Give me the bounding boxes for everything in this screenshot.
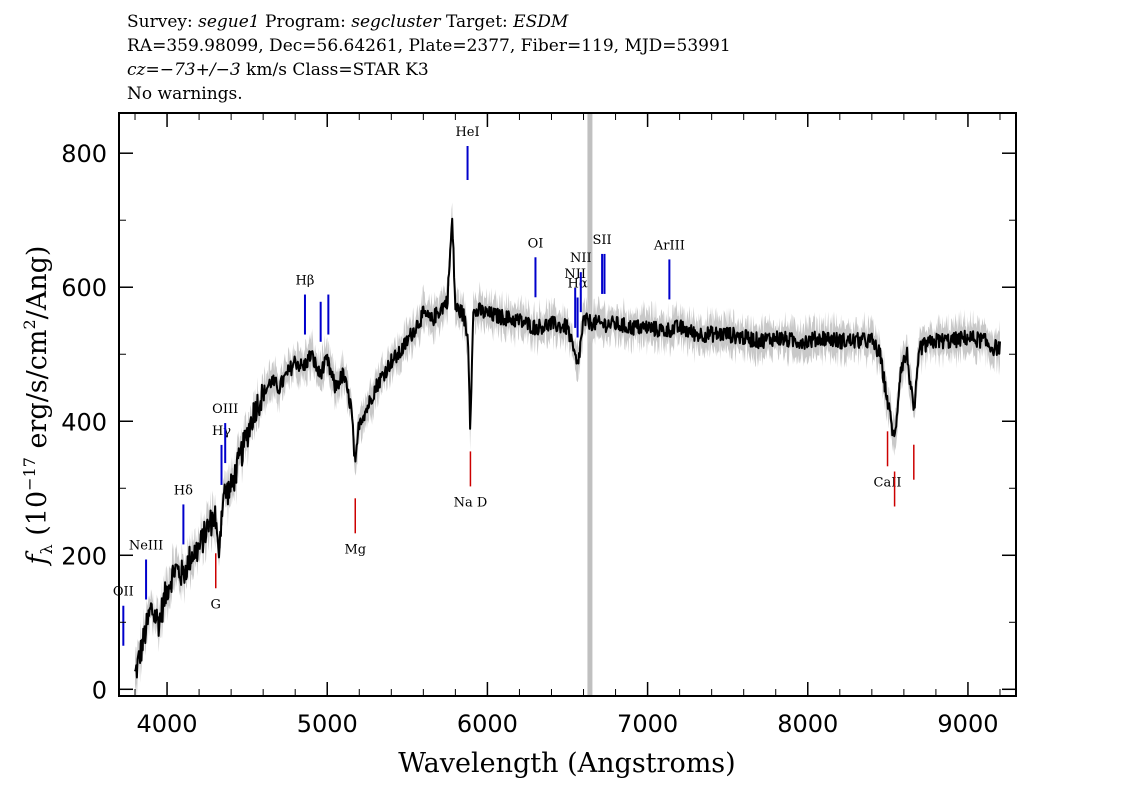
y-tick-label: 600	[61, 274, 107, 302]
spectral-line-label-oii: OII	[113, 585, 134, 600]
header-line-1: Survey: segue1 Program: segcluster Targe…	[127, 10, 731, 34]
spectral-line-label-g: G	[211, 597, 221, 612]
target-label: Target:	[445, 12, 508, 32]
spectral-line-label-nad: Na D	[454, 495, 488, 510]
x-tick-label: 4000	[137, 710, 198, 738]
program-label: Program:	[265, 12, 346, 32]
spectral-line-label-caii: CaII	[874, 475, 902, 490]
y-tick-label: 0	[92, 676, 107, 704]
spectral-line-label-sii: SII	[593, 233, 612, 248]
target-value: ESDM	[513, 12, 569, 32]
spectrum-header: Survey: segue1 Program: segcluster Targe…	[127, 10, 731, 106]
program-value: segcluster	[351, 12, 441, 32]
y-tick-label: 200	[61, 542, 107, 570]
survey-label: Survey:	[127, 12, 193, 32]
spectral-line-label-nii: NII	[570, 251, 592, 266]
plot-frame	[118, 112, 1017, 697]
spectral-line-label-neiii: NeIII	[129, 539, 163, 554]
y-axis-label: fλ (10−17 erg/s/cm2/Ang)	[20, 246, 56, 567]
x-tick-label: 5000	[297, 710, 358, 738]
spectral-line-label-ariii: ArIII	[653, 238, 685, 253]
spectral-line-label-h: Hδ	[174, 483, 193, 498]
spectral-line-label-h: Hγ	[212, 424, 231, 439]
header-line-4: No warnings.	[127, 84, 243, 104]
spectral-line-label-hei: HeI	[455, 125, 479, 140]
x-tick-label: 7000	[617, 710, 678, 738]
y-tick-label: 800	[61, 140, 107, 168]
y-tick-label: 400	[61, 408, 107, 436]
spectral-line-label-mg: Mg	[344, 542, 366, 557]
survey-value: segue1	[198, 12, 260, 32]
header-line-2: RA=359.98099, Dec=56.64261, Plate=2377, …	[127, 36, 731, 56]
x-tick-label: 8000	[777, 710, 838, 738]
x-tick-label: 6000	[457, 710, 518, 738]
x-axis-label: Wavelength (Angstroms)	[398, 748, 735, 779]
spectral-line-label-oiii: OIII	[212, 402, 238, 417]
spectral-line-label-h: Hβ	[296, 274, 315, 289]
flux-series-line	[134, 217, 1001, 679]
spectral-line-label-oi: OI	[528, 236, 544, 251]
cz-value: =−73+/−3	[145, 60, 241, 80]
x-tick-label: 9000	[937, 710, 998, 738]
header-line-3: cz=−73+/−3 km/s Class=STAR K3	[127, 58, 731, 82]
cz-label: cz	[127, 60, 146, 80]
spectral-line-label-h: Hα	[568, 276, 588, 291]
cz-rest: km/s Class=STAR K3	[240, 60, 429, 80]
